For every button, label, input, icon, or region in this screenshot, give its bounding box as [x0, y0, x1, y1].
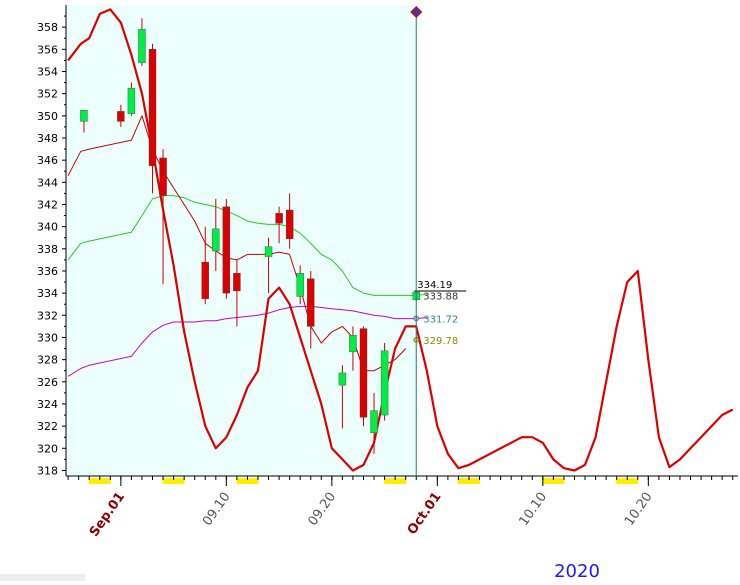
candle-body: [275, 213, 283, 224]
y-tick-label: 336: [37, 265, 58, 278]
candle-body: [222, 206, 231, 294]
candle-body: [159, 157, 167, 196]
x-tick-label: 09.10: [200, 490, 234, 529]
y-tick-label: 354: [37, 65, 58, 78]
candle-body: [296, 272, 304, 297]
candle-body: [148, 49, 157, 166]
candle-body: [349, 335, 357, 353]
y-tick-label: 322: [37, 420, 58, 433]
candle-body: [359, 328, 368, 418]
period-marker: [88, 478, 111, 484]
candle-body: [285, 209, 294, 240]
y-tick-label: 332: [37, 309, 58, 322]
y-tick-label: 346: [37, 154, 58, 167]
y-tick-label: 324: [37, 398, 58, 411]
y-tick-label: 342: [37, 198, 58, 211]
candle-body: [80, 110, 88, 122]
y-tick-label: 344: [37, 176, 58, 189]
candle-body: [201, 261, 209, 299]
footer-strip: [0, 574, 85, 581]
history-shading: [66, 5, 417, 476]
cursor-diamond-icon[interactable]: [410, 5, 423, 19]
x-tick-label: 10.10: [516, 490, 550, 529]
y-tick-label: 320: [37, 442, 58, 455]
candlestick-series: [80, 18, 420, 454]
candle-body: [380, 350, 389, 416]
forecast-line: [67, 8, 734, 472]
period-marker: [384, 478, 407, 484]
y-axis: 318 320 322 324 326 328 330 332 334 336 338 340 342 3…: [37, 5, 67, 477]
forecast-series: [67, 8, 734, 472]
period-marker: [542, 478, 565, 484]
x-tick-label: Sep.01: [87, 490, 128, 540]
y-tick-label: 328: [37, 354, 58, 367]
candle-body: [338, 372, 347, 386]
y-tick-label: 338: [37, 243, 58, 256]
middle-band-line: [67, 195, 427, 296]
period-marker: [457, 478, 480, 484]
y-tick-label: 340: [37, 221, 58, 234]
candle-body: [212, 228, 220, 252]
x-tick-label: Oct.01: [405, 490, 445, 538]
value-marker-label: 334.19: [417, 280, 452, 291]
period-marker: [162, 478, 185, 484]
candle-body: [307, 278, 315, 327]
lower-band-line: [67, 305, 427, 377]
candle-body: [370, 410, 378, 433]
y-tick-label: 358: [37, 21, 58, 34]
period-marker: [616, 478, 639, 484]
candle-body: [127, 87, 136, 114]
y-tick-label: 334: [37, 287, 58, 300]
y-tick-label: 356: [37, 43, 58, 56]
y-tick-label: 352: [37, 88, 58, 101]
value-marker-label: 329.78: [423, 336, 458, 347]
year-label: 2020: [554, 561, 600, 581]
period-markers: [88, 478, 639, 484]
value-marker-label: 331.72: [423, 314, 458, 325]
y-tick-label: 330: [37, 331, 58, 344]
y-tick-label: 326: [37, 376, 58, 389]
x-tick-label: 10.20: [622, 490, 656, 529]
x-axis: Sep.01 09.10 09.20 Oct.01 10.10 10.20: [0, 475, 738, 581]
period-marker: [236, 478, 259, 484]
y-tick-label: 318: [37, 464, 58, 477]
candle-body: [117, 111, 125, 122]
y-tick-label: 350: [37, 110, 58, 123]
candle-body: [138, 29, 146, 63]
candle-body: [264, 246, 273, 257]
value-marker-label: 333.88: [423, 291, 458, 302]
x-tick-label: 09.20: [305, 490, 339, 529]
y-tick-label: 348: [37, 132, 58, 145]
candle-body: [233, 272, 241, 292]
